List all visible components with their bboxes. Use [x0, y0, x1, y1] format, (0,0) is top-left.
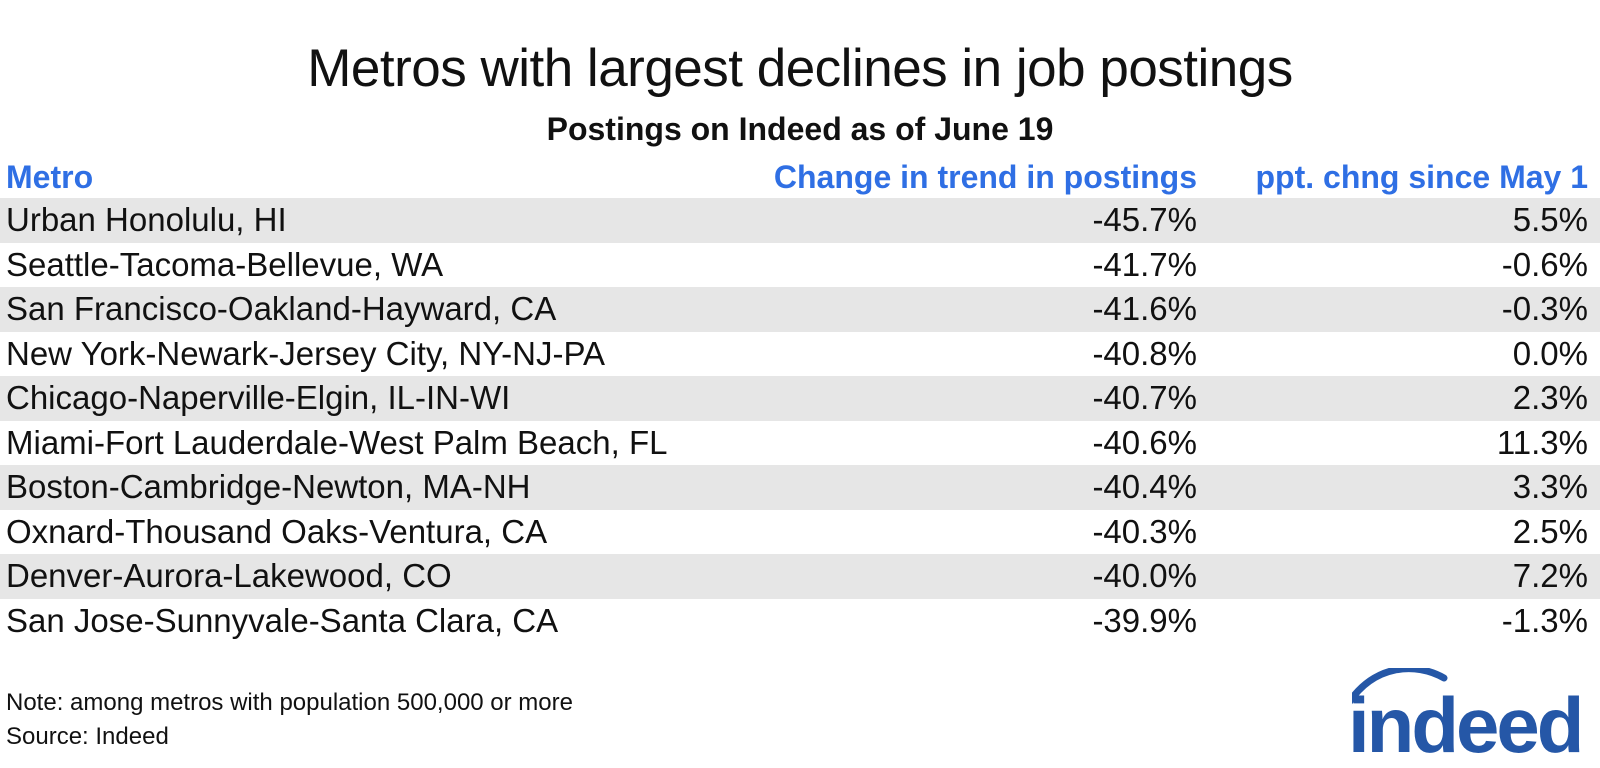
- table-row: San Jose-Sunnyvale-Santa Clara, CA -39.9%…: [0, 599, 1600, 644]
- row-shading: [0, 287, 718, 332]
- metro-cell: Boston-Cambridge-Newton, MA-NH: [6, 468, 531, 506]
- table-row: San Francisco-Oakland-Hayward, CA -41.6% -…: [0, 287, 1600, 332]
- footnote: Note: among metros with population 500,0…: [6, 686, 573, 754]
- row-shading: [0, 554, 718, 599]
- ppt-cell: 5.5%: [1512, 201, 1588, 239]
- column-header-ppt: ppt. chng since May 1: [1255, 158, 1588, 195]
- row-shading: [0, 465, 718, 510]
- chart-title: Metros with largest declines in job post…: [307, 39, 1293, 98]
- table-row: New York-Newark-Jersey City, NY-NJ-PA -40…: [0, 332, 1600, 377]
- metro-cell: Miami-Fort Lauderdale-West Palm Beach, F…: [6, 423, 668, 461]
- source-text: Source: Indeed: [6, 723, 169, 750]
- change-cell: -39.9%: [1092, 601, 1197, 639]
- table-row: Seattle-Tacoma-Bellevue, WA -41.7% -0.6%: [0, 243, 1600, 288]
- change-cell: -40.3%: [1092, 512, 1197, 550]
- change-cell: -40.7%: [1092, 379, 1197, 417]
- table-row: Denver-Aurora-Lakewood, CO -40.0% 7.2%: [0, 554, 1600, 599]
- column-header-change: Change in trend in postings: [773, 158, 1197, 195]
- ppt-cell: -1.3%: [1501, 601, 1588, 639]
- indeed-logo-icon: indeed: [1352, 668, 1600, 768]
- change-cell: -40.6%: [1092, 423, 1197, 461]
- table-row: Chicago-Naperville-Elgin, IL-IN-WI -40.7%…: [0, 376, 1600, 421]
- metro-cell: Oxnard-Thousand Oaks-Ventura, CA: [6, 512, 548, 550]
- change-cell: -40.8%: [1092, 334, 1197, 372]
- change-cell: -41.7%: [1092, 245, 1197, 283]
- table-body: Urban Honolulu, HI -45.7% 5.5% Seattle-Taco…: [0, 198, 1600, 643]
- metro-cell: Chicago-Naperville-Elgin, IL-IN-WI: [6, 379, 511, 417]
- logo-swoosh: [1352, 668, 1448, 705]
- row-shading: [718, 554, 1600, 599]
- metro-cell: Denver-Aurora-Lakewood, CO: [6, 557, 452, 595]
- table-header-row: Metro Change in trend in postings ppt. c…: [0, 156, 1600, 198]
- logo-wordmark: indeed: [1352, 681, 1581, 768]
- change-cell: -41.6%: [1092, 290, 1197, 328]
- row-shading: [718, 198, 1600, 243]
- ppt-cell: 2.5%: [1512, 512, 1588, 550]
- metro-cell: Urban Honolulu, HI: [6, 201, 287, 239]
- metro-cell: New York-Newark-Jersey City, NY-NJ-PA: [6, 334, 606, 372]
- ppt-cell: -0.6%: [1501, 245, 1588, 283]
- row-shading: [0, 376, 718, 421]
- ppt-cell: 2.3%: [1512, 379, 1588, 417]
- ppt-cell: 7.2%: [1512, 557, 1588, 595]
- metro-cell: San Francisco-Oakland-Hayward, CA: [6, 290, 557, 328]
- column-header-metro: Metro: [6, 158, 94, 195]
- note-text: Note: among metros with population 500,0…: [6, 689, 573, 716]
- row-shading: [718, 287, 1600, 332]
- data-table: Metro Change in trend in postings ppt. c…: [0, 156, 1600, 643]
- table-row: Urban Honolulu, HI -45.7% 5.5%: [0, 198, 1600, 243]
- table-row: Oxnard-Thousand Oaks-Ventura, CA -40.3% 2.…: [0, 510, 1600, 555]
- table-row: Boston-Cambridge-Newton, MA-NH -40.4% 3.3%: [0, 465, 1600, 510]
- metro-cell: San Jose-Sunnyvale-Santa Clara, CA: [6, 601, 559, 639]
- chart-subtitle: Postings on Indeed as of June 19: [546, 111, 1054, 147]
- ppt-cell: 3.3%: [1512, 468, 1588, 506]
- change-cell: -40.0%: [1092, 557, 1197, 595]
- metro-cell: Seattle-Tacoma-Bellevue, WA: [6, 245, 444, 283]
- row-shading: [0, 198, 718, 243]
- ppt-cell: 0.0%: [1512, 334, 1588, 372]
- table-row: Miami-Fort Lauderdale-West Palm Beach, F…: [0, 421, 1600, 466]
- change-cell: -45.7%: [1092, 201, 1197, 239]
- row-shading: [718, 465, 1600, 510]
- ppt-cell: 11.3%: [1496, 423, 1588, 461]
- row-shading: [718, 376, 1600, 421]
- change-cell: -40.4%: [1092, 468, 1197, 506]
- ppt-cell: -0.3%: [1501, 290, 1588, 328]
